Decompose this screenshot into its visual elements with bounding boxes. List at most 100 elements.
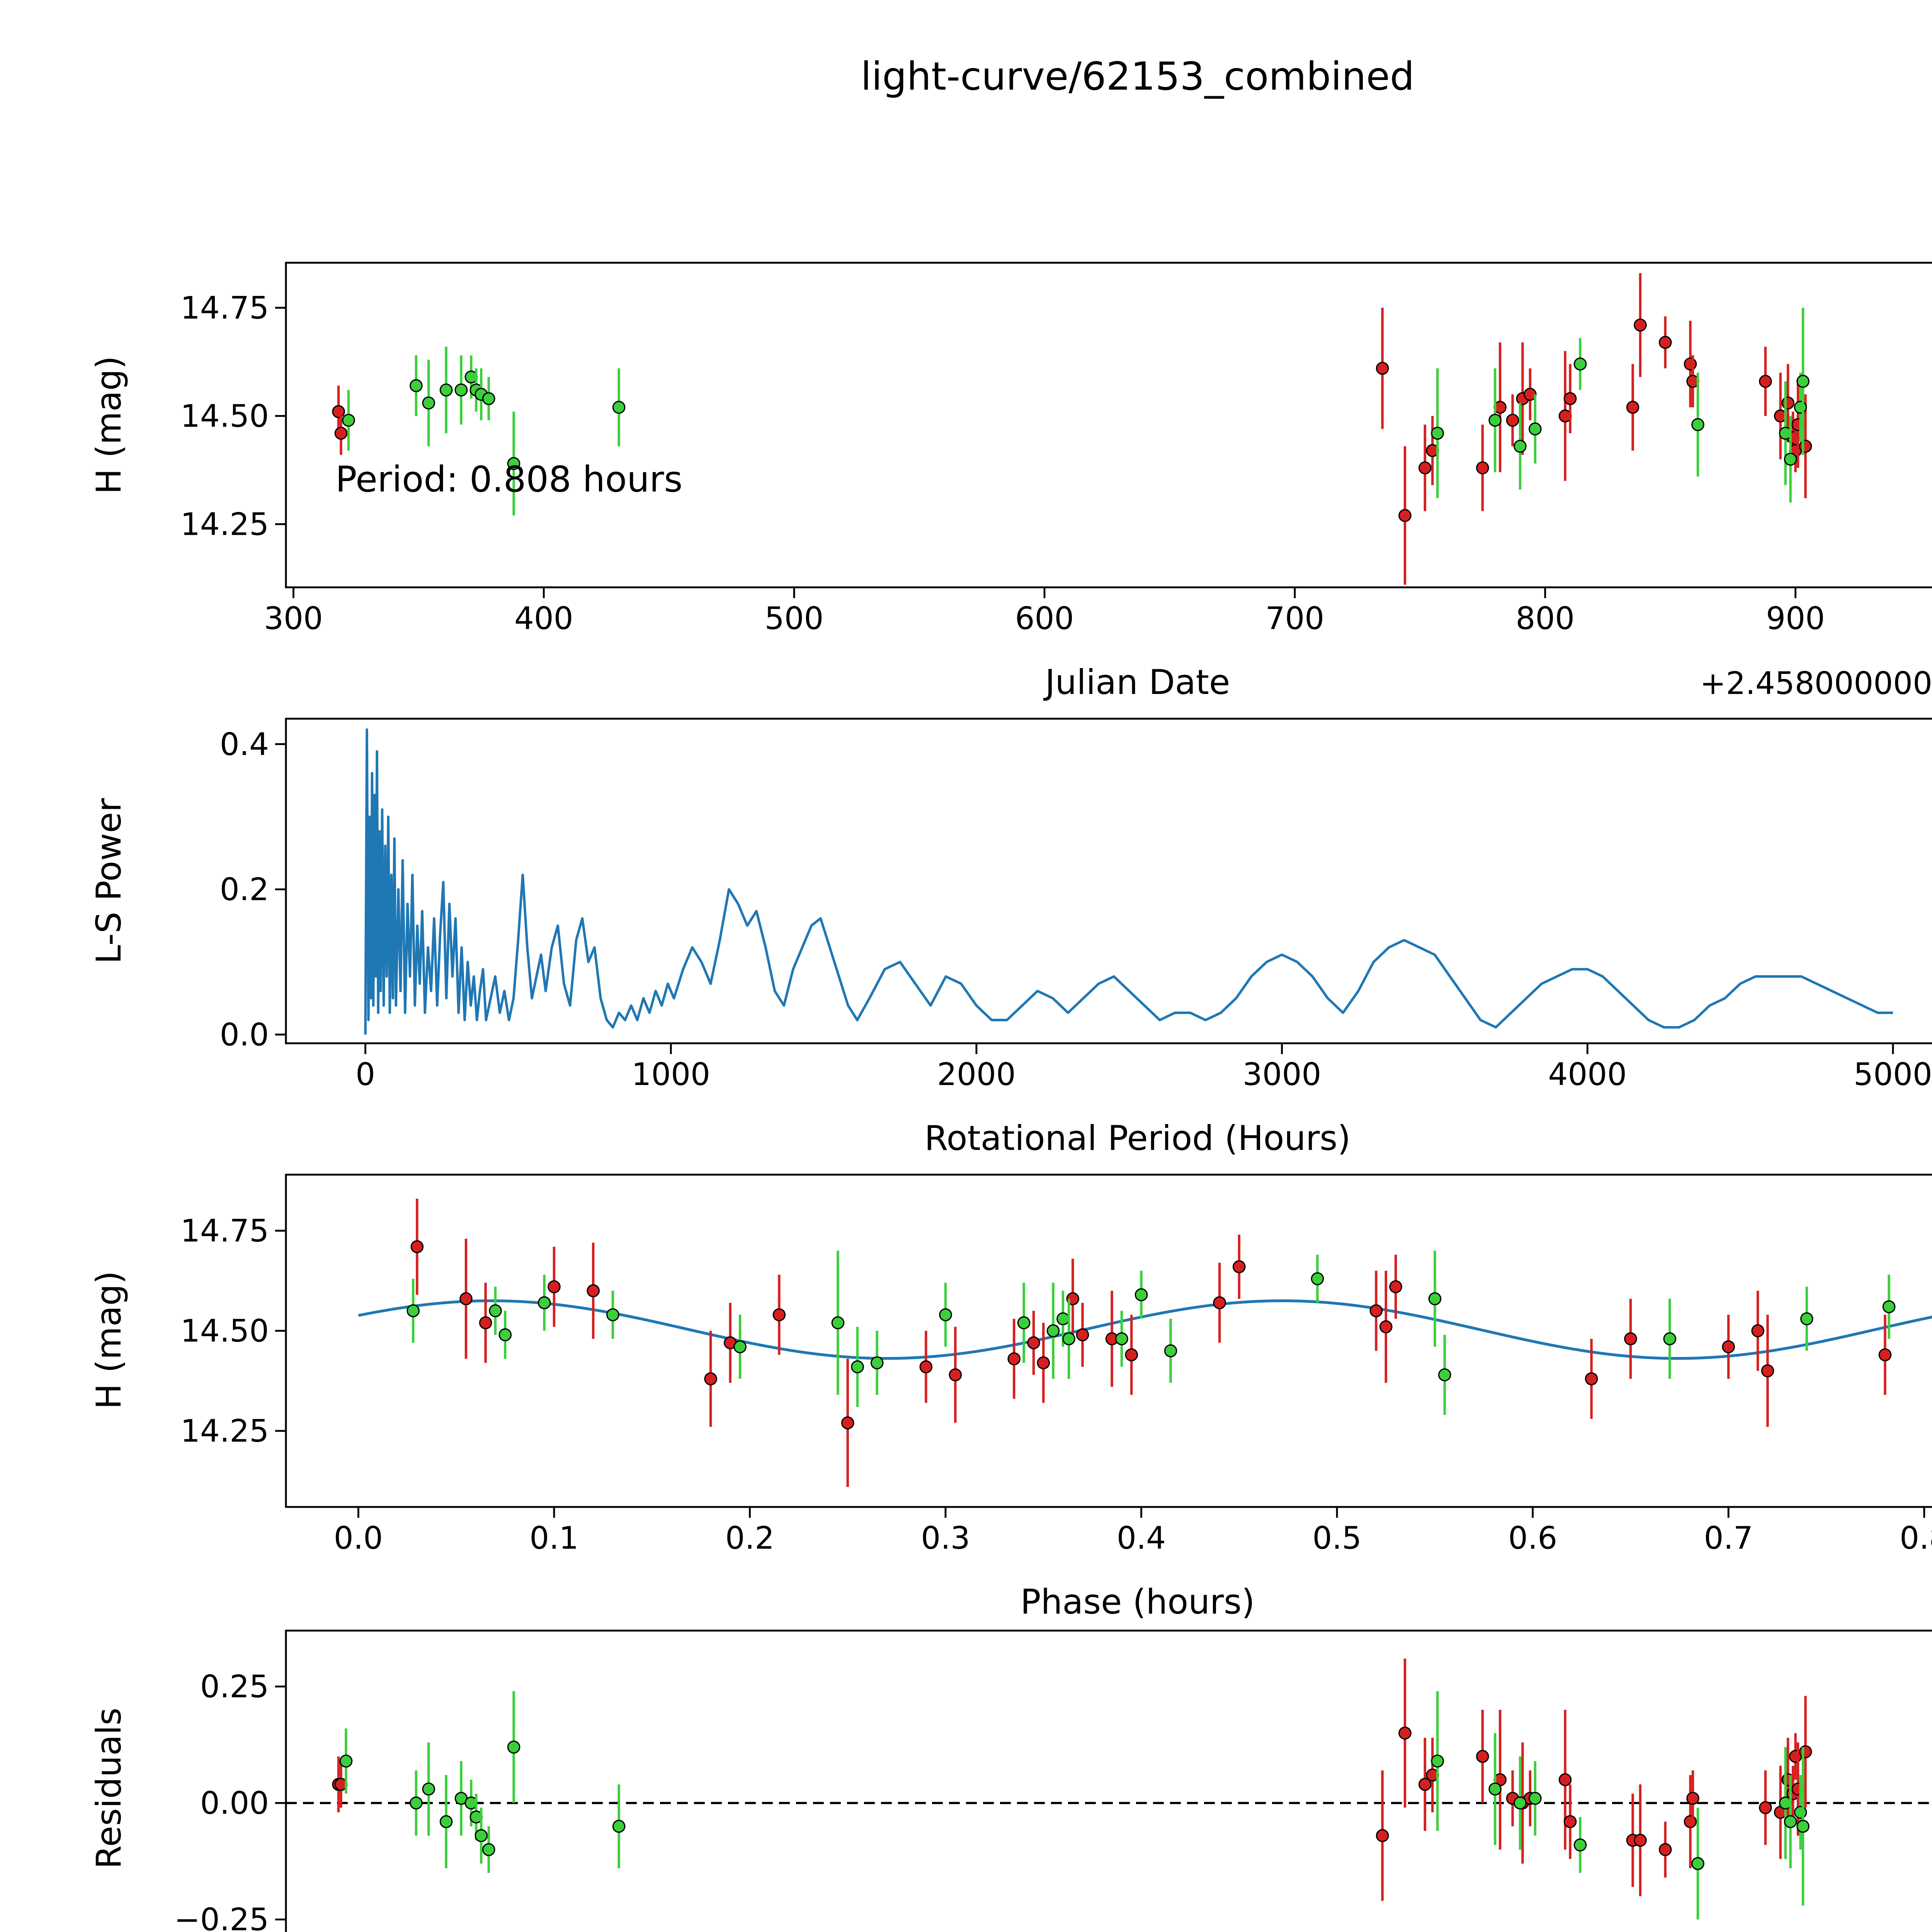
data-point: [612, 1820, 626, 1833]
phased-xlabel: Phase (hours): [1020, 1582, 1255, 1622]
data-point: [1722, 1340, 1735, 1354]
data-point: [1634, 318, 1647, 332]
data-point: [439, 1815, 453, 1828]
data-point: [1878, 1348, 1892, 1362]
data-point: [482, 392, 495, 405]
data-point: [1134, 1288, 1148, 1301]
data-point: [1017, 1316, 1031, 1330]
data-point: [334, 427, 348, 440]
y-tick-label: 0.0: [220, 1017, 269, 1053]
data-point: [1558, 1773, 1572, 1786]
data-point: [1389, 1280, 1402, 1293]
data-point: [772, 1308, 786, 1321]
data-point: [733, 1340, 747, 1354]
data-point: [851, 1360, 864, 1374]
phased-ylabel: H (mag): [89, 1271, 129, 1409]
period-annotation: Period: 0.808 hours: [335, 459, 682, 500]
x-tick-label: 500: [765, 600, 824, 636]
axes-spines: [285, 1629, 1932, 1932]
data-point: [1376, 362, 1389, 375]
data-point: [1686, 1792, 1699, 1805]
data-point: [1626, 401, 1639, 414]
y-tick-label: 14.75: [180, 290, 269, 326]
periodogram-xlabel: Rotational Period (Hours): [924, 1118, 1350, 1158]
data-point: [1115, 1332, 1128, 1345]
data-point: [1658, 336, 1672, 349]
residuals-ylabel: Residuals: [89, 1708, 129, 1869]
x-tick-label: 0.3: [921, 1520, 970, 1556]
y-tick-label: 0.00: [200, 1785, 269, 1821]
data-point: [1684, 1815, 1697, 1828]
data-point: [1431, 427, 1444, 440]
data-point: [1476, 461, 1489, 474]
data-point: [1794, 401, 1807, 414]
data-point: [606, 1308, 619, 1321]
data-point: [459, 1292, 473, 1306]
x-tick-label: 400: [514, 600, 573, 636]
data-point: [1759, 375, 1772, 388]
data-point: [1796, 375, 1810, 388]
x-tick-label: 0.0: [334, 1520, 383, 1556]
data-point: [939, 1308, 952, 1321]
lightcurve-ylabel: H (mag): [89, 356, 129, 494]
x-tick-label: 1000: [631, 1056, 710, 1092]
data-point: [1573, 357, 1587, 371]
lightcurve-xlabel: Julian Date: [1043, 662, 1230, 702]
figure-title: light-curve/62153_combined: [861, 54, 1415, 99]
data-point: [1784, 452, 1797, 466]
data-point: [1213, 1296, 1226, 1310]
data-point: [479, 1316, 492, 1330]
lightcurve-axis-offset: +2.4580000000e6: [1700, 665, 1932, 701]
x-tick-label: 5000: [1854, 1056, 1932, 1092]
data-point: [1369, 1304, 1383, 1318]
data-point: [548, 1280, 561, 1293]
data-point: [1761, 1364, 1774, 1378]
data-point: [831, 1316, 845, 1330]
data-point: [474, 1829, 488, 1842]
x-tick-label: 0.7: [1704, 1520, 1753, 1556]
axes-spines: [285, 262, 1932, 588]
data-point: [1684, 357, 1697, 371]
periodogram-line: [364, 728, 1893, 1035]
data-point: [1624, 1332, 1637, 1345]
x-tick-label: 0: [355, 1056, 375, 1092]
data-point: [1781, 396, 1795, 410]
x-tick-label: 700: [1265, 600, 1325, 636]
axes-spines: [285, 1173, 1932, 1508]
x-tick-label: 800: [1515, 600, 1575, 636]
data-point: [1799, 440, 1812, 453]
data-point: [1563, 392, 1577, 405]
data-point: [612, 401, 626, 414]
data-point: [410, 1796, 423, 1810]
data-point: [1488, 1782, 1502, 1796]
data-point: [489, 1304, 502, 1318]
data-point: [422, 396, 435, 410]
data-point: [1398, 509, 1412, 522]
data-point: [342, 413, 355, 427]
x-tick-label: 0.1: [529, 1520, 578, 1556]
data-point: [1418, 461, 1432, 474]
data-point: [454, 383, 468, 397]
panel-phased-lightcurve: 0.0 0.1 0.2 0.3 0.4 0.5 0.6 0.7 0.8 14.25 14.50 14.…: [180, 1173, 1932, 1556]
x-tick-label: 600: [1015, 600, 1074, 636]
data-point: [1062, 1332, 1075, 1345]
data-point: [1691, 418, 1704, 431]
data-point: [870, 1356, 884, 1369]
green-dataset-series: [339, 1691, 1810, 1920]
data-point: [1037, 1356, 1050, 1369]
x-tick-label: 0.6: [1508, 1520, 1557, 1556]
data-point: [1125, 1348, 1138, 1362]
data-point: [919, 1360, 933, 1374]
data-point: [410, 379, 423, 392]
data-point: [587, 1284, 600, 1298]
data-point: [841, 1416, 854, 1430]
data-point: [482, 1843, 495, 1856]
data-point: [1007, 1352, 1021, 1366]
data-point: [439, 383, 453, 397]
green-dataset-series: [406, 1250, 1896, 1415]
y-tick-label: 0.4: [220, 726, 269, 762]
data-point: [1799, 1745, 1812, 1759]
data-point: [1882, 1300, 1896, 1313]
data-point: [1379, 1320, 1393, 1333]
